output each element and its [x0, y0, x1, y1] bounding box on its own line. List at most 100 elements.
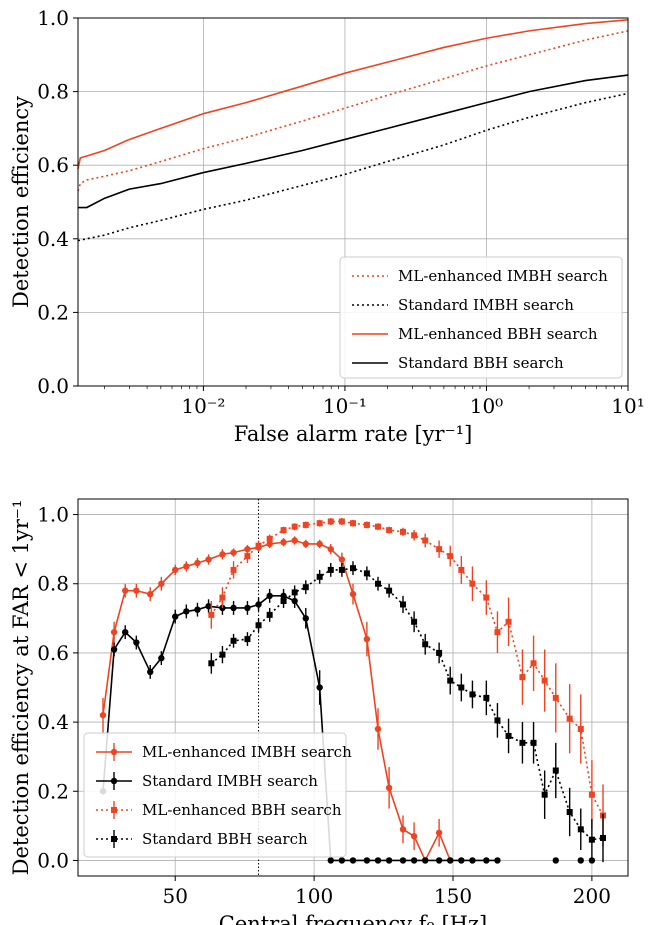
legend-item: ML-enhanced IMBH search — [352, 267, 608, 285]
series-line — [77, 19, 629, 170]
data-point — [327, 518, 334, 525]
data-point — [530, 660, 537, 667]
y-tick-label: 0.2 — [37, 300, 69, 324]
data-point — [208, 660, 215, 667]
data-point — [505, 618, 512, 625]
data-point — [552, 857, 559, 864]
data-point — [458, 857, 465, 864]
data-point — [266, 540, 273, 548]
data-point — [363, 857, 371, 864]
legend-item: ML-enhanced BBH search — [96, 801, 342, 819]
data-point — [133, 587, 140, 594]
series-1 — [77, 92, 629, 242]
data-point — [230, 637, 237, 644]
data-point — [255, 601, 262, 608]
x-axis-label: Central frequency f₀ [Hz] — [219, 912, 488, 925]
x-tick-label: 50 — [162, 884, 187, 908]
data-point — [316, 540, 323, 548]
y-axis-label: Detection efficiency — [9, 96, 33, 308]
data-point — [494, 717, 501, 724]
data-point — [280, 539, 287, 546]
data-point — [386, 587, 393, 594]
legend-label: Standard IMBH search — [398, 296, 574, 314]
series-line — [77, 30, 629, 192]
data-point — [483, 694, 490, 701]
data-point — [280, 527, 287, 534]
series-3 — [208, 561, 606, 863]
y-tick-label: 1.0 — [37, 503, 69, 527]
data-point — [158, 654, 165, 662]
data-point — [266, 535, 273, 542]
data-point — [363, 570, 370, 577]
data-point — [399, 826, 407, 833]
data-point — [302, 615, 309, 622]
data-point — [255, 622, 262, 629]
legend-item: Standard BBH search — [96, 830, 308, 848]
data-point — [519, 674, 526, 681]
data-point — [172, 566, 179, 574]
series-0 — [77, 30, 629, 192]
data-point — [577, 826, 584, 833]
data-point — [386, 527, 393, 534]
data-point — [410, 833, 418, 840]
series-line — [77, 92, 629, 242]
data-point — [410, 857, 418, 864]
series-line — [210, 520, 604, 816]
series-0 — [99, 536, 454, 864]
y-tick-label: 0.4 — [37, 227, 69, 251]
data-point — [280, 598, 287, 605]
legend-label: ML-enhanced BBH search — [142, 801, 342, 819]
data-point — [349, 590, 357, 598]
data-point — [327, 545, 334, 553]
data-point — [422, 857, 429, 864]
data-point — [588, 857, 596, 864]
data-point — [400, 601, 406, 608]
data-point — [316, 684, 323, 691]
data-point — [447, 677, 454, 684]
data-point — [375, 580, 381, 587]
data-point — [374, 857, 382, 864]
data-point — [552, 694, 559, 701]
data-point — [588, 791, 595, 798]
data-point — [338, 857, 346, 864]
data-point — [219, 594, 226, 601]
data-point — [194, 559, 201, 567]
data-point — [133, 639, 140, 646]
data-point — [436, 649, 443, 656]
data-point — [122, 628, 129, 636]
panel-top: 10⁻² 10⁻¹ 10⁰ 10¹ 0.0 0.2 0.4 0.6 0.8 1.0 False al… — [9, 6, 645, 446]
data-point — [422, 537, 429, 544]
series-line — [78, 74, 629, 209]
x-tick-label: 10¹ — [611, 394, 644, 418]
x-axis-label: False alarm rate [yr⁻¹] — [234, 422, 473, 446]
legend: ML-enhanced IMBH search Standard IMBH sea… — [83, 732, 352, 858]
data-point — [411, 618, 418, 625]
series-line — [102, 595, 498, 862]
legend-box — [339, 256, 623, 379]
data-point — [219, 551, 226, 558]
data-point — [316, 573, 323, 580]
y-tick-label: 0.6 — [37, 153, 69, 177]
plot-frame — [77, 17, 629, 387]
series-1 — [99, 588, 501, 864]
y-tick-label: 0.2 — [37, 779, 69, 803]
x-tick-label: 10⁰ — [470, 394, 503, 418]
data-point — [483, 857, 490, 864]
legend-item: Standard BBH search — [352, 354, 564, 372]
data-point — [494, 857, 501, 864]
data-point — [183, 563, 190, 570]
data-point — [302, 521, 309, 528]
data-point — [541, 677, 548, 684]
data-point — [266, 611, 273, 618]
data-point — [505, 732, 512, 739]
data-point — [147, 668, 154, 676]
x-tick-label: 10⁻² — [181, 394, 225, 418]
data-point — [566, 809, 573, 816]
legend-label: ML-enhanced IMBH search — [142, 743, 352, 761]
data-point — [447, 857, 454, 864]
data-point — [147, 590, 154, 598]
data-point — [519, 739, 526, 746]
data-point — [447, 553, 454, 560]
data-point — [158, 580, 165, 587]
plot-frame — [77, 498, 629, 877]
